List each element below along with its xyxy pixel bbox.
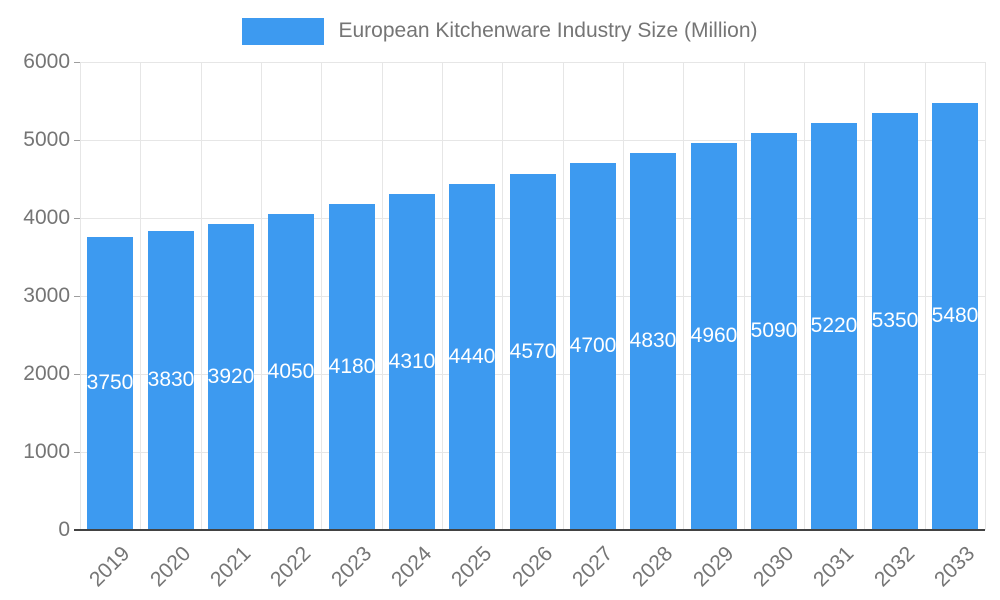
x-tick-label: 2026: [507, 542, 558, 592]
bar: 5090: [751, 133, 797, 530]
y-tick-label: 6000: [23, 50, 70, 73]
y-tick-label: 4000: [23, 206, 70, 229]
gridline-vertical: [925, 62, 926, 530]
bar: 4830: [630, 153, 676, 530]
y-tick-label: 0: [58, 518, 70, 541]
bar: 3830: [148, 231, 194, 530]
x-tick-label: 2021: [205, 542, 256, 592]
bar-value-label: 4700: [569, 334, 617, 357]
bar: 4440: [449, 184, 495, 530]
bar-value-label: 5350: [871, 309, 919, 332]
bar-value-label: 4050: [267, 360, 315, 383]
gridline-horizontal: [80, 140, 985, 141]
gridline-vertical: [744, 62, 745, 530]
x-axis: 2019 2020 2021 2022 2023 2024 2025 2026 2027 2028…: [80, 532, 985, 600]
y-axis-tick-mark: [74, 374, 80, 375]
bar: 4700: [570, 163, 616, 530]
x-tick-label: 2025: [446, 542, 497, 592]
y-tick-label: 2000: [23, 362, 70, 385]
y-axis-tick-mark: [74, 140, 80, 141]
y-tick-label: 3000: [23, 284, 70, 307]
gridline-vertical: [985, 62, 986, 530]
bar: 4570: [510, 174, 556, 530]
bar: 5480: [932, 103, 978, 530]
bar-value-label: 5480: [931, 304, 979, 327]
gridline-horizontal: [80, 62, 985, 63]
gridline-vertical: [502, 62, 503, 530]
x-tick-label: 2022: [265, 542, 316, 592]
gridline-vertical: [563, 62, 564, 530]
x-tick-label: 2027: [567, 542, 618, 592]
x-tick-label: 2031: [808, 542, 859, 592]
bar: 4960: [691, 143, 737, 530]
x-tick-label: 2020: [145, 542, 196, 592]
y-axis-tick-mark: [74, 62, 80, 63]
chart-title: European Kitchenware Industry Size (Mill…: [338, 19, 758, 42]
x-tick-label: 2019: [84, 542, 135, 592]
bar-value-label: 3920: [207, 365, 255, 388]
gridline-vertical: [382, 62, 383, 530]
y-tick-label: 5000: [23, 128, 70, 151]
y-axis: 0 1000 2000 3000 4000 5000 6000: [0, 50, 70, 541]
gridline-vertical: [261, 62, 262, 530]
bar-value-label: 4830: [629, 329, 677, 352]
gridline-vertical: [623, 62, 624, 530]
bar: 4310: [389, 194, 435, 530]
gridline-vertical: [864, 62, 865, 530]
x-tick-label: 2024: [386, 542, 437, 592]
bar: 5350: [872, 113, 918, 530]
x-tick-label: 2032: [869, 542, 920, 592]
legend-swatch: [242, 17, 325, 45]
y-axis-tick-mark: [74, 218, 80, 219]
x-tick-label: 2028: [627, 542, 678, 592]
plot-area: 3750 3830 3920 4050 4180 4310 4440 4570 4700 4830…: [74, 62, 986, 531]
y-axis-tick-mark: [74, 296, 80, 297]
y-tick-label: 1000: [23, 440, 70, 463]
y-axis-tick-mark: [74, 452, 80, 453]
bar-value-label: 3750: [86, 371, 134, 394]
bar-value-label: 4440: [448, 345, 496, 368]
bar-value-label: 4960: [690, 324, 738, 347]
bar: 4050: [268, 214, 314, 530]
bar-value-label: 5220: [810, 314, 858, 337]
x-tick-label: 2033: [929, 542, 980, 592]
bar: 3920: [208, 224, 254, 530]
x-tick-label: 2029: [688, 542, 739, 592]
bar-value-label: 3830: [147, 368, 195, 391]
bar: 5220: [811, 123, 857, 530]
bar-value-label: 5090: [750, 319, 798, 342]
x-tick-label: 2030: [748, 542, 799, 592]
gridline-vertical: [442, 62, 443, 530]
chart-legend: European Kitchenware Industry Size (Mill…: [0, 16, 1000, 46]
bar: 4180: [329, 204, 375, 530]
gridline-vertical: [804, 62, 805, 530]
x-tick-label: 2023: [326, 542, 377, 592]
gridline-vertical: [321, 62, 322, 530]
bar: 3750: [87, 237, 133, 530]
gridline-vertical: [80, 62, 81, 530]
x-axis-line: [74, 529, 985, 531]
bar-value-label: 4310: [388, 350, 436, 373]
bar-value-label: 4180: [328, 355, 376, 378]
gridline-vertical: [201, 62, 202, 530]
gridline-vertical: [683, 62, 684, 530]
bar-value-label: 4570: [509, 340, 557, 363]
gridline-vertical: [140, 62, 141, 530]
